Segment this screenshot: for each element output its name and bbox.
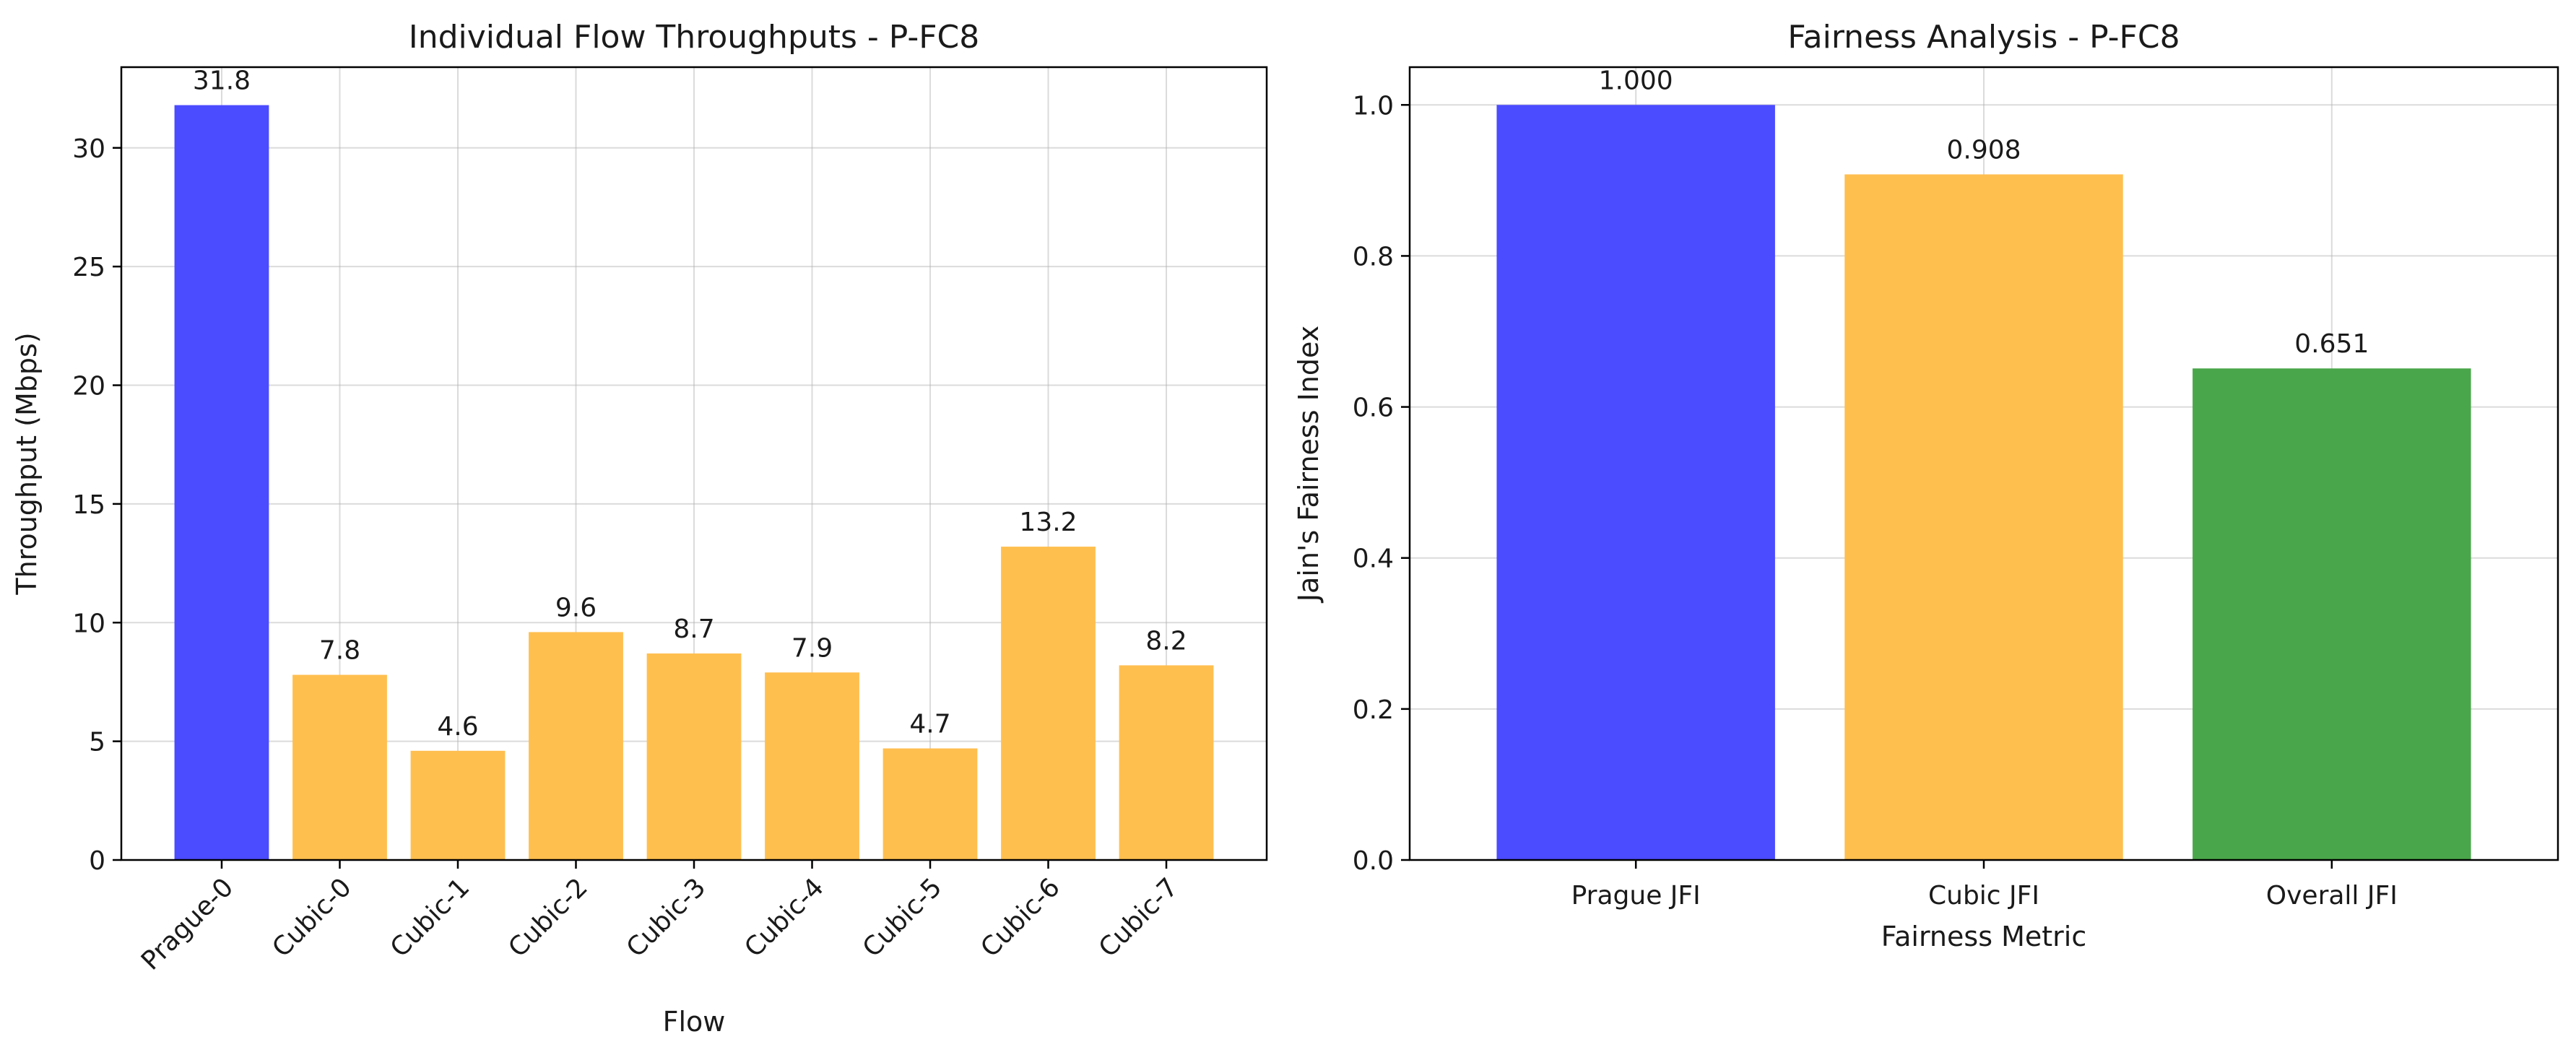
throughput-ytick-label-0: 0 [89, 846, 105, 876]
throughput-value-labels: 31.8 7.8 4.6 9.6 8.7 7.9 4.7 13.2 8.2 [193, 66, 1187, 742]
fairness-value-label-2: 0.651 [2294, 329, 2369, 359]
fairness-ticks: 0.0 0.2 0.4 0.6 0.8 1.0 Prague JFI Cubic JFI Ove… [1353, 91, 2398, 911]
fairness-bar-1 [1844, 174, 2123, 860]
throughput-value-label-6: 4.7 [909, 709, 950, 739]
throughput-bar-5 [765, 672, 859, 860]
throughput-y-axis-label: Throughput (Mbps) [11, 332, 43, 595]
throughput-ytick-label-4: 20 [72, 372, 105, 401]
throughput-value-label-8: 8.2 [1145, 626, 1187, 656]
throughput-bar-6 [882, 748, 978, 860]
fairness-chart-title: Fairness Analysis - P-FC8 [1787, 19, 2180, 56]
fairness-bars [1496, 105, 2471, 860]
throughput-value-label-7: 13.2 [1019, 508, 1077, 537]
throughput-ytick-label-5: 25 [72, 253, 105, 282]
fairness-value-labels: 1.000 0.908 0.651 [1599, 66, 2369, 359]
throughput-ytick-label-2: 10 [72, 609, 105, 638]
throughput-bar-8 [1119, 665, 1214, 860]
fairness-ytick-label-5: 1.0 [1353, 91, 1394, 121]
fairness-bar-0 [1496, 105, 1775, 860]
throughput-bar-0 [174, 105, 269, 861]
throughput-x-axis-label: Flow [663, 1006, 726, 1038]
throughput-bar-4 [646, 653, 742, 860]
throughput-value-label-4: 8.7 [673, 614, 714, 644]
throughput-value-label-5: 7.9 [792, 633, 833, 663]
fairness-y-axis-label: Jain's Fairness Index [1293, 326, 1324, 603]
throughput-bar-2 [410, 750, 506, 860]
fairness-value-label-1: 0.908 [1946, 135, 2021, 165]
throughput-value-label-0: 31.8 [193, 66, 251, 96]
fairness-x-axis-label: Fairness Metric [1881, 921, 2086, 952]
throughput-ytick-label-1: 5 [89, 728, 105, 757]
fairness-value-label-0: 1.000 [1599, 66, 1673, 95]
throughput-bar-1 [292, 674, 387, 860]
fairness-ytick-label-4: 0.8 [1353, 242, 1394, 271]
throughput-value-label-1: 7.8 [319, 636, 360, 666]
fairness-xtick-label-0: Prague JFI [1571, 881, 1701, 911]
fairness-bar-2 [2193, 368, 2471, 860]
throughput-bar-3 [529, 632, 623, 860]
throughput-value-label-3: 9.6 [555, 593, 597, 622]
fairness-xtick-label-1: Cubic JFI [1928, 881, 2039, 911]
fairness-chart: 0.0 0.2 0.4 0.6 0.8 1.0 Prague JFI Cubic JFI Ove… [1293, 19, 2559, 952]
throughput-bars [174, 105, 1214, 861]
throughput-ytick-label-6: 30 [72, 134, 105, 164]
throughput-bar-7 [1001, 547, 1096, 860]
fairness-ytick-label-1: 0.2 [1353, 695, 1394, 725]
fairness-ytick-label-3: 0.6 [1353, 394, 1394, 423]
throughput-chart-title: Individual Flow Throughputs - P-FC8 [409, 19, 980, 56]
throughput-ytick-label-3: 15 [72, 490, 105, 520]
fairness-xtick-label-2: Overall JFI [2266, 881, 2398, 911]
fairness-ytick-label-0: 0.0 [1353, 846, 1394, 876]
throughput-value-label-2: 4.6 [437, 712, 478, 742]
fairness-ytick-label-2: 0.4 [1353, 544, 1394, 574]
